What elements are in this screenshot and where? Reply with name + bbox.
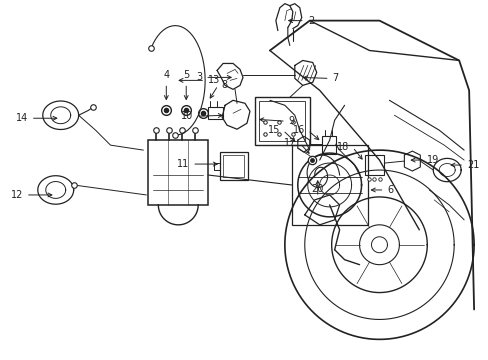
Text: 2: 2	[307, 15, 313, 26]
Text: 6: 6	[386, 185, 393, 195]
Text: 17: 17	[284, 138, 296, 148]
Bar	[223, 155, 244, 177]
Text: 16: 16	[292, 125, 304, 135]
Bar	[321, 136, 335, 154]
Text: 13: 13	[208, 75, 220, 85]
Bar	[148, 140, 208, 205]
Text: 20: 20	[311, 184, 323, 194]
Text: 7: 7	[332, 73, 338, 84]
Bar	[254, 97, 309, 145]
Text: 14: 14	[16, 113, 28, 123]
Text: 10: 10	[181, 111, 193, 121]
Text: 19: 19	[427, 155, 439, 165]
Text: 11: 11	[177, 159, 189, 169]
Text: 8: 8	[221, 80, 227, 90]
Text: 21: 21	[466, 160, 479, 170]
Text: 12: 12	[10, 190, 23, 200]
Text: 15: 15	[267, 125, 279, 135]
Text: 18: 18	[337, 142, 349, 152]
Bar	[291, 145, 367, 225]
Bar	[364, 155, 384, 175]
Bar	[259, 101, 304, 141]
Bar	[220, 152, 247, 180]
Text: 5: 5	[183, 71, 189, 80]
Text: 4: 4	[163, 71, 169, 80]
Bar	[208, 107, 223, 119]
Text: 9: 9	[288, 116, 294, 126]
Text: 3: 3	[196, 72, 202, 82]
